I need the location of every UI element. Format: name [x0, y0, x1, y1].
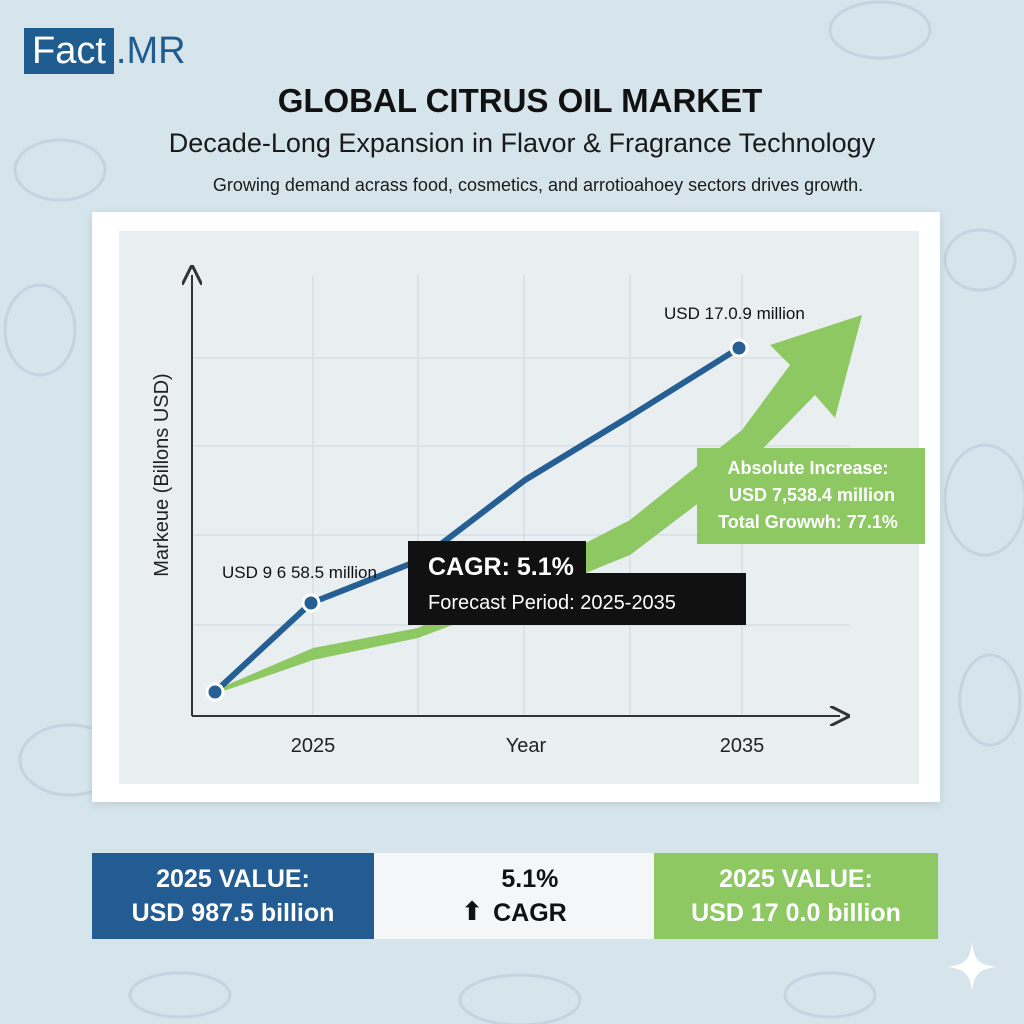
- data-point-2: [729, 338, 749, 358]
- y-axis-label: Markeue (Billons USD): [151, 373, 173, 576]
- stat-left-value: USD 987.5 billion: [131, 899, 335, 927]
- cagr-callout: CAGR: 5.1% Forecast Period: 2025-2035: [408, 541, 746, 625]
- increase-line-1: Absolute Increase:: [727, 458, 888, 478]
- logo-mark: Fact: [24, 28, 114, 74]
- page-subtitle: Decade-Long Expansion in Flavor & Fragra…: [168, 128, 876, 158]
- arrow-up-icon: ⬆: [461, 895, 484, 926]
- page-title: GLOBAL CITRUS OIL MARKET: [277, 82, 763, 119]
- page-tagline: Growing demand acrass food, cosmetics, a…: [212, 175, 864, 195]
- stat-right-title: 2025 VALUE:: [719, 865, 873, 893]
- factmr-logo: Fact .MR: [24, 28, 186, 74]
- end-value-label: USD 17.0.9 million: [664, 304, 805, 323]
- increase-line-3: Total Growwh: 77.1%: [718, 512, 898, 532]
- cagr-callout-title: CAGR: 5.1%: [428, 553, 574, 581]
- stat-left-title: 2025 VALUE:: [156, 865, 310, 893]
- start-value-label: USD 9 6 58.5 million: [222, 563, 377, 582]
- stat-right-value: USD 17 0.0 billion: [691, 899, 901, 927]
- data-point-1: [301, 593, 321, 613]
- stat-mid-value: 5.1%: [501, 865, 559, 893]
- stat-2035-value: 2025 VALUE: USD 17 0.0 billion: [654, 853, 938, 939]
- x-axis-label: Year: [506, 735, 547, 757]
- stat-mid-label: CAGR: [493, 899, 567, 927]
- cagr-callout-period: Forecast Period: 2025-2035: [428, 592, 676, 614]
- x-tick-label-2035: 2035: [720, 735, 765, 757]
- stat-2025-value: 2025 VALUE: USD 987.5 billion: [92, 853, 374, 939]
- stat-cagr: ⬆ 5.1% CAGR: [374, 853, 654, 939]
- series-green-growth-arrow: [215, 315, 862, 694]
- x-tick-label-2025: 2025: [291, 735, 336, 757]
- sparkle-icon: [947, 942, 997, 992]
- data-point-0: [205, 682, 225, 702]
- series-blue-line: [212, 345, 741, 695]
- increase-line-2: USD 7,538.4 million: [729, 485, 895, 505]
- absolute-increase-callout: Absolute Increase: USD 7,538.4 million T…: [697, 448, 925, 544]
- logo-suffix: .MR: [115, 30, 186, 72]
